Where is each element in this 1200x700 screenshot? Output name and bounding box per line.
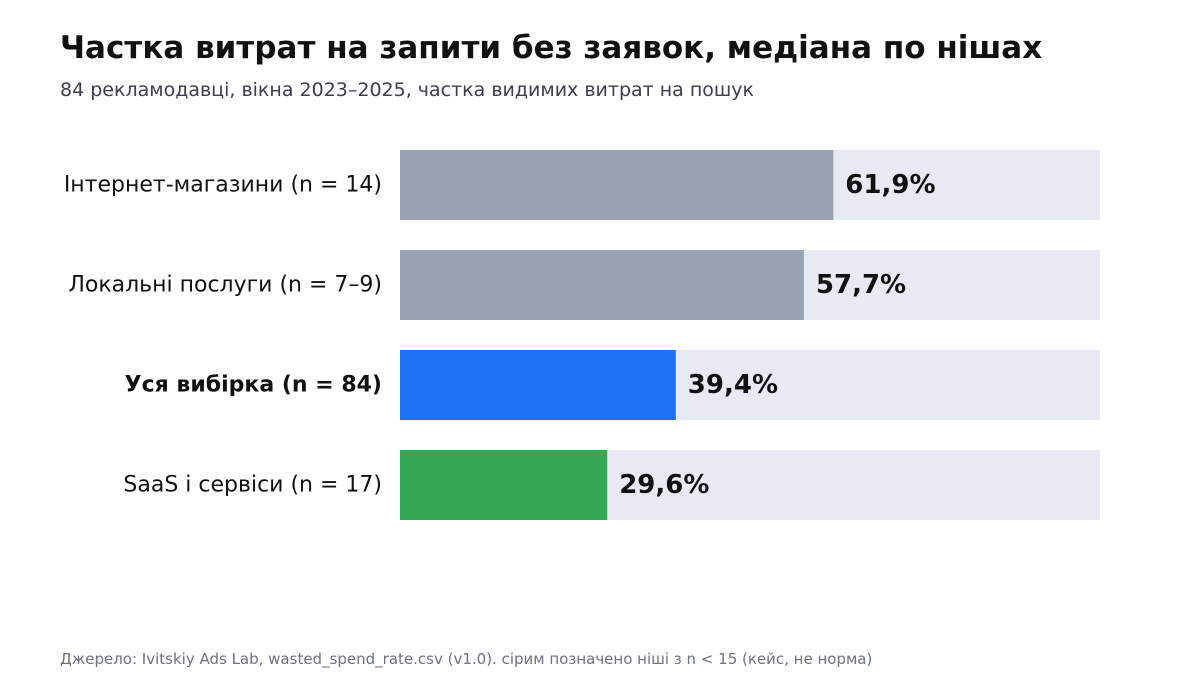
category-label: Уся вибірка (n = 84)	[125, 373, 382, 398]
category-label: Інтернет-магазини (n = 14)	[64, 173, 382, 198]
value-label: 61,9%	[845, 170, 935, 200]
chart-subtitle: 84 рекламодавці, вікна 2023–2025, частка…	[60, 79, 755, 101]
value-label: 29,6%	[619, 470, 709, 500]
value-label: 39,4%	[688, 370, 778, 400]
source-note: Джерело: Ivitskiy Ads Lab, wasted_spend_…	[60, 650, 873, 668]
category-label: Локальні послуги (n = 7–9)	[68, 273, 382, 298]
bar	[400, 250, 804, 320]
value-label: 57,7%	[816, 270, 906, 300]
chart-title: Частка витрат на запити без заявок, меді…	[60, 30, 1043, 66]
bar	[400, 450, 608, 520]
bar	[400, 150, 834, 220]
category-label: SaaS і сервіси (n = 17)	[123, 473, 382, 498]
bar	[400, 350, 676, 420]
